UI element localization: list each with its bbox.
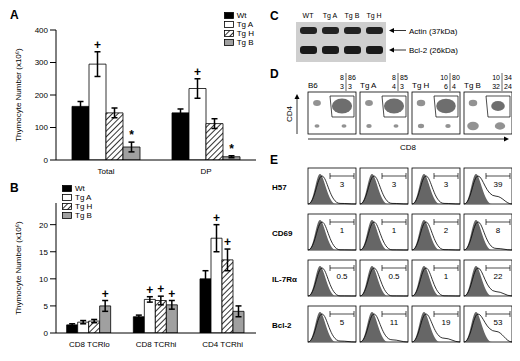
svg-text:4: 4 <box>452 83 456 90</box>
svg-text:CD69: CD69 <box>272 229 293 238</box>
svg-text:D: D <box>270 67 279 81</box>
svg-text:39: 39 <box>494 180 503 189</box>
svg-text:Tg A: Tg A <box>360 81 377 90</box>
svg-text:Bcl-2 (26kDa): Bcl-2 (26kDa) <box>409 46 458 55</box>
svg-text:1: 1 <box>444 272 449 281</box>
svg-text:5: 5 <box>44 302 49 311</box>
svg-text:3: 3 <box>348 83 352 90</box>
svg-text:Total: Total <box>98 167 115 176</box>
svg-text:+: + <box>146 283 153 297</box>
svg-text:*: * <box>229 142 234 156</box>
svg-text:Tg A: Tg A <box>323 12 338 20</box>
svg-text:CD8 TCRhi: CD8 TCRhi <box>136 340 177 349</box>
svg-text:Tg H: Tg H <box>366 12 381 20</box>
svg-text:200: 200 <box>35 91 49 100</box>
svg-text:+: + <box>213 211 220 225</box>
svg-text:32: 32 <box>492 83 500 90</box>
svg-text:20: 20 <box>39 221 48 230</box>
svg-text:4: 4 <box>392 83 396 90</box>
svg-text:300: 300 <box>35 58 49 67</box>
svg-text:10: 10 <box>39 275 48 284</box>
svg-text:0.5: 0.5 <box>388 272 400 281</box>
svg-text:10: 10 <box>440 74 448 81</box>
html-text:A: A <box>10 8 19 22</box>
html-text:Tg A: Tg A <box>75 193 92 202</box>
svg-text:Thymocyte Number (x10⁶): Thymocyte Number (x10⁶) <box>14 48 23 142</box>
svg-text:CD8: CD8 <box>400 143 417 152</box>
svg-text:10: 10 <box>492 74 500 81</box>
svg-text:*: * <box>129 128 134 142</box>
svg-text:19: 19 <box>442 318 451 327</box>
svg-text:+: + <box>157 282 164 296</box>
svg-text:Thymocyte Number (x10⁶): Thymocyte Number (x10⁶) <box>14 221 23 315</box>
svg-text:53: 53 <box>494 318 503 327</box>
svg-text:Tg H: Tg H <box>412 81 430 90</box>
svg-text:H57: H57 <box>272 183 287 192</box>
svg-text:15: 15 <box>39 248 48 257</box>
svg-text:3: 3 <box>392 180 397 189</box>
svg-text:0: 0 <box>44 156 49 165</box>
svg-text:24: 24 <box>504 83 512 90</box>
svg-text:8: 8 <box>392 74 396 81</box>
svg-text:100: 100 <box>35 123 49 132</box>
svg-text:8: 8 <box>340 74 344 81</box>
svg-text:80: 80 <box>452 74 460 81</box>
html-text:Wt: Wt <box>236 11 247 20</box>
svg-text:11: 11 <box>390 318 399 327</box>
svg-text:B6: B6 <box>308 81 318 90</box>
svg-text:1: 1 <box>392 226 397 235</box>
svg-text:+: + <box>168 287 175 301</box>
svg-text:CD4 TCRhi: CD4 TCRhi <box>202 340 243 349</box>
svg-text:+: + <box>102 287 109 301</box>
svg-text:6: 6 <box>444 83 448 90</box>
svg-text:IL-7Rα: IL-7Rα <box>272 275 297 284</box>
svg-text:3: 3 <box>340 83 344 90</box>
svg-text:Tg B: Tg B <box>464 81 481 90</box>
html-text:B: B <box>10 181 19 195</box>
svg-text:Tg B: Tg B <box>345 12 360 20</box>
svg-text:2: 2 <box>444 226 449 235</box>
svg-text:400: 400 <box>35 26 49 35</box>
html-text:Tg H: Tg H <box>236 29 254 38</box>
svg-text:CD4: CD4 <box>285 105 294 122</box>
svg-text:86: 86 <box>348 74 356 81</box>
svg-text:Actin (37kDa): Actin (37kDa) <box>409 27 458 36</box>
html-text:Tg B: Tg B <box>75 211 92 220</box>
svg-text:+: + <box>224 235 231 249</box>
svg-text:3: 3 <box>340 180 345 189</box>
svg-text:22: 22 <box>494 272 503 281</box>
svg-text:5: 5 <box>340 318 345 327</box>
svg-text:34: 34 <box>504 74 512 81</box>
svg-text:1: 1 <box>340 226 345 235</box>
svg-text:DP: DP <box>200 167 211 176</box>
html-text:Tg H: Tg H <box>75 202 93 211</box>
svg-text:+: + <box>194 65 201 79</box>
svg-text:CD8 TCRlo: CD8 TCRlo <box>69 340 110 349</box>
svg-text:8: 8 <box>496 226 501 235</box>
svg-text:0.5: 0.5 <box>336 272 348 281</box>
svg-text:+: + <box>94 38 101 52</box>
svg-text:3: 3 <box>400 83 404 90</box>
svg-text:85: 85 <box>400 74 408 81</box>
html-text:Tg A: Tg A <box>236 20 254 29</box>
svg-text:E: E <box>270 153 278 167</box>
svg-text:Bcl-2: Bcl-2 <box>272 321 292 330</box>
html-text:Tg B: Tg B <box>236 38 254 47</box>
svg-text:3: 3 <box>444 180 449 189</box>
svg-text:0: 0 <box>44 329 49 338</box>
html-text:Wt: Wt <box>75 184 85 193</box>
svg-text:WT: WT <box>303 12 315 19</box>
svg-text:C: C <box>270 9 279 23</box>
